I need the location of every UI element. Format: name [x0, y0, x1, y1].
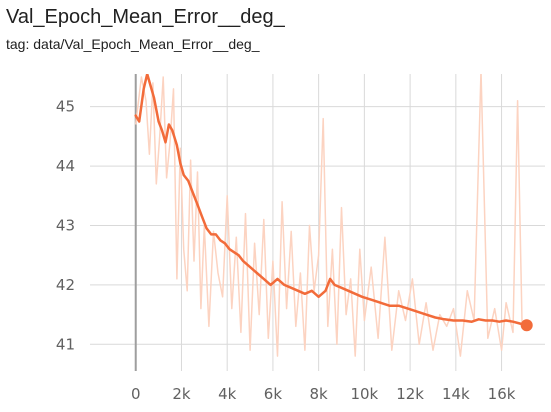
x-tick-label: 14k: [442, 385, 470, 403]
y-tick-label: 44: [56, 157, 75, 175]
y-tick-label: 41: [56, 335, 75, 353]
x-tick-label: 2k: [172, 385, 191, 403]
series-smoothed-line: [134, 74, 528, 327]
y-tick-label: 42: [56, 276, 75, 294]
x-tick-label: 16k: [488, 385, 516, 403]
series-layer: [134, 74, 528, 357]
x-tick-label: 0: [131, 385, 141, 403]
grid: [90, 74, 545, 371]
last-point-marker[interactable]: [520, 319, 533, 332]
y-tick-label: 45: [56, 98, 75, 116]
x-tick-label: 4k: [218, 385, 237, 403]
chart-title: Val_Epoch_Mean_Error__deg_: [6, 6, 285, 28]
y-tick-label: 43: [56, 216, 75, 234]
tick-labels: 41 42 43 44 45 0 2k 4k 6k 8k 10k 12k 14k 16k: [56, 98, 516, 403]
chart-tag: tag: data/Val_Epoch_Mean_Error__deg_: [6, 36, 260, 52]
x-tick-label: 6k: [264, 385, 283, 403]
x-tick-label: 10k: [350, 385, 378, 403]
x-tick-label: 8k: [310, 385, 329, 403]
x-tick-label: 12k: [396, 385, 424, 403]
series-raw-line: [134, 74, 527, 357]
